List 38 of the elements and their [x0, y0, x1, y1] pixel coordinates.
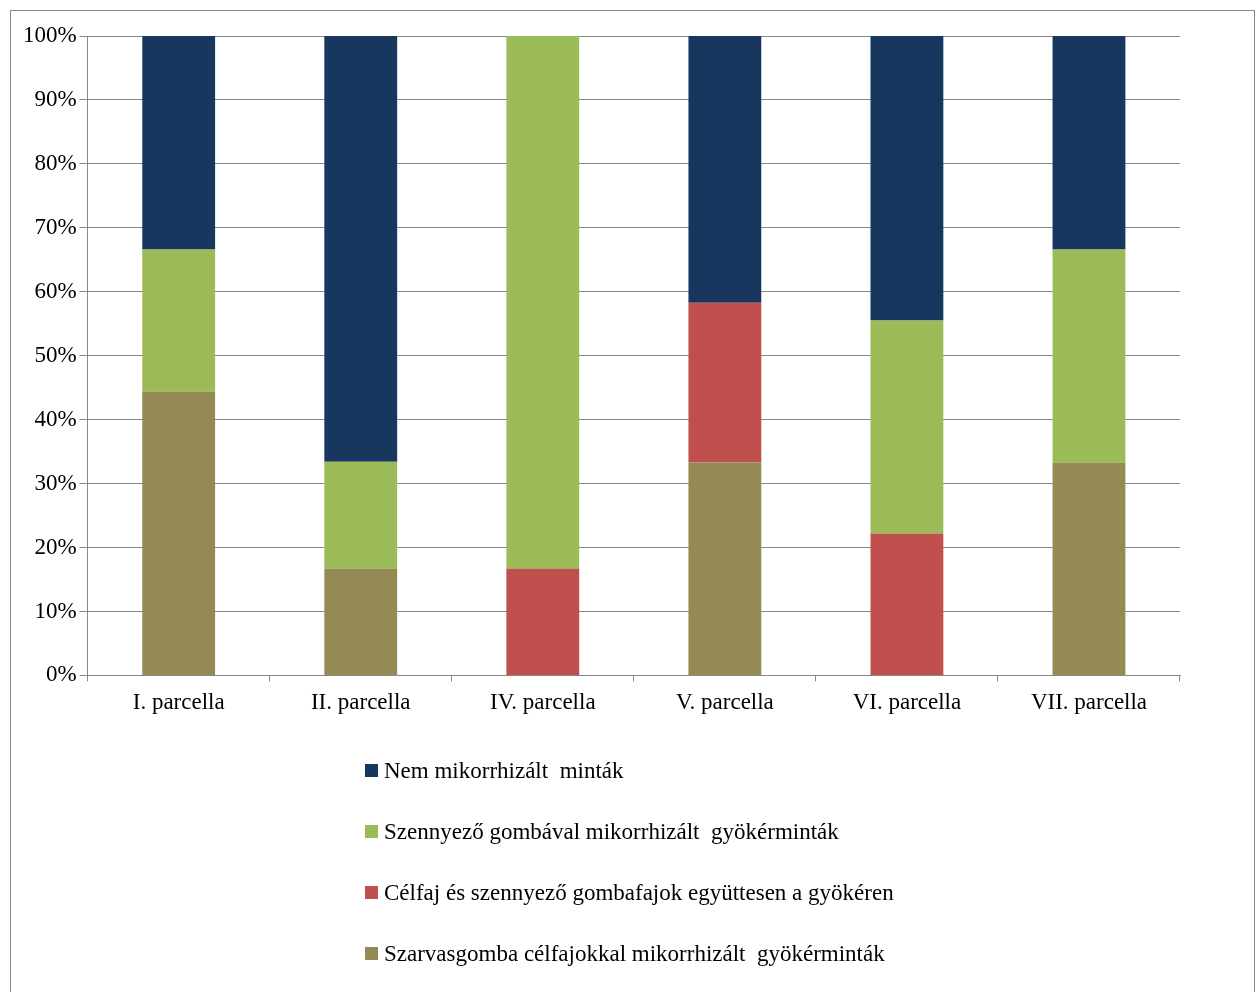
y-tick-label: 90% — [34, 85, 77, 111]
legend-label: Nem mikorrhizált minták — [384, 757, 624, 784]
bar — [688, 462, 762, 675]
bar — [870, 533, 944, 675]
x-tick-label: VI. parcella — [852, 689, 962, 715]
bar — [324, 461, 398, 569]
bar — [1052, 249, 1126, 463]
x-tick-label: VII. parcella — [1030, 689, 1148, 715]
bar — [1052, 462, 1126, 675]
bar — [324, 568, 398, 675]
bar — [324, 36, 398, 462]
y-tick-label: 0% — [45, 661, 77, 687]
y-tick-label: 30% — [34, 469, 77, 495]
bar — [688, 36, 762, 303]
bar — [142, 36, 216, 250]
bar — [688, 302, 762, 463]
x-tick-label: IV. parcella — [490, 689, 596, 715]
bar — [870, 36, 944, 321]
legend-label: Szennyező gombával mikorrhizált gyökérminták — [384, 818, 839, 845]
x-tick-label: II. parcella — [310, 689, 411, 715]
x-tick-label: I. parcella — [132, 689, 225, 715]
bar — [506, 568, 580, 675]
y-tick-label: 70% — [34, 213, 77, 239]
y-tick-label: 100% — [22, 22, 77, 48]
legend-label: Célfaj és szennyező gombafajok együttesen a gyökéren — [384, 879, 894, 906]
bar — [142, 391, 216, 675]
y-tick-label: 10% — [34, 597, 77, 623]
bar — [142, 249, 216, 392]
bar — [870, 320, 944, 534]
y-tick-label: 50% — [34, 341, 77, 367]
y-tick-label: 20% — [34, 533, 77, 559]
y-tick-label: 60% — [34, 277, 77, 303]
y-tick-label: 80% — [34, 149, 77, 175]
bar — [506, 36, 580, 569]
bar — [1052, 36, 1126, 250]
y-tick-label: 40% — [34, 405, 77, 431]
legend-label: Szarvasgomba célfajokkal mikorrhizált gyökérminták — [384, 940, 885, 967]
x-tick-label: V. parcella — [675, 689, 774, 715]
